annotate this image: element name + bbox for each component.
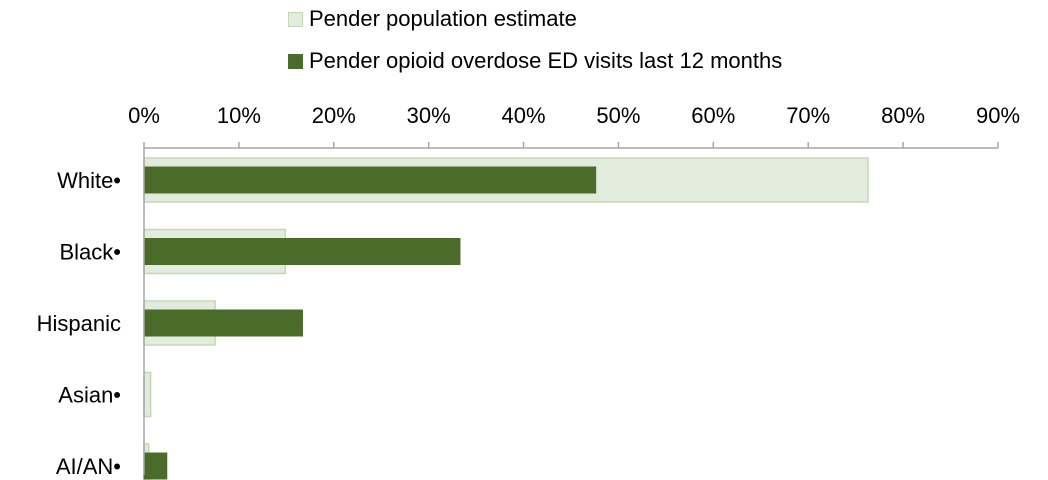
x-tick-label-40: 40% [502,103,546,128]
bar-ed-visits-black [143,238,461,265]
legend: Pender population estimate Pender opioid… [288,4,782,88]
category-label-hispanic: Hispanic [37,311,121,336]
x-tick-label-60: 60% [691,103,735,128]
category-label-black: Black• [60,240,122,265]
x-tick-label-0: 0% [128,103,160,128]
x-tick-label-50: 50% [596,103,640,128]
legend-label-ed-visits: Pender opioid overdose ED visits last 12… [309,48,783,73]
legend-swatch-population [288,11,303,27]
category-label-white: White• [57,168,121,193]
bar-ed-visits-hispanic [143,309,303,337]
x-tick-label-80: 80% [881,103,925,128]
bar-ed-visits-white [143,166,597,194]
legend-item-ed-visits: Pender opioid overdose ED visits last 12… [288,46,782,76]
x-tick-label-20: 20% [312,103,356,128]
x-tick-label-10: 10% [217,103,261,128]
category-label-aian: AI/AN• [56,454,121,479]
bar-ed-visits-aian [143,452,168,480]
legend-item-population: Pender population estimate [288,4,782,34]
x-tick-label-70: 70% [786,103,830,128]
legend-swatch-ed-visits [288,53,303,69]
x-tick-label-30: 30% [407,103,451,128]
legend-label-population: Pender population estimate [309,6,577,31]
bar-population-asian [143,371,152,418]
x-tick-label-90: 90% [976,103,1020,128]
category-label-asian: Asian• [58,383,121,408]
